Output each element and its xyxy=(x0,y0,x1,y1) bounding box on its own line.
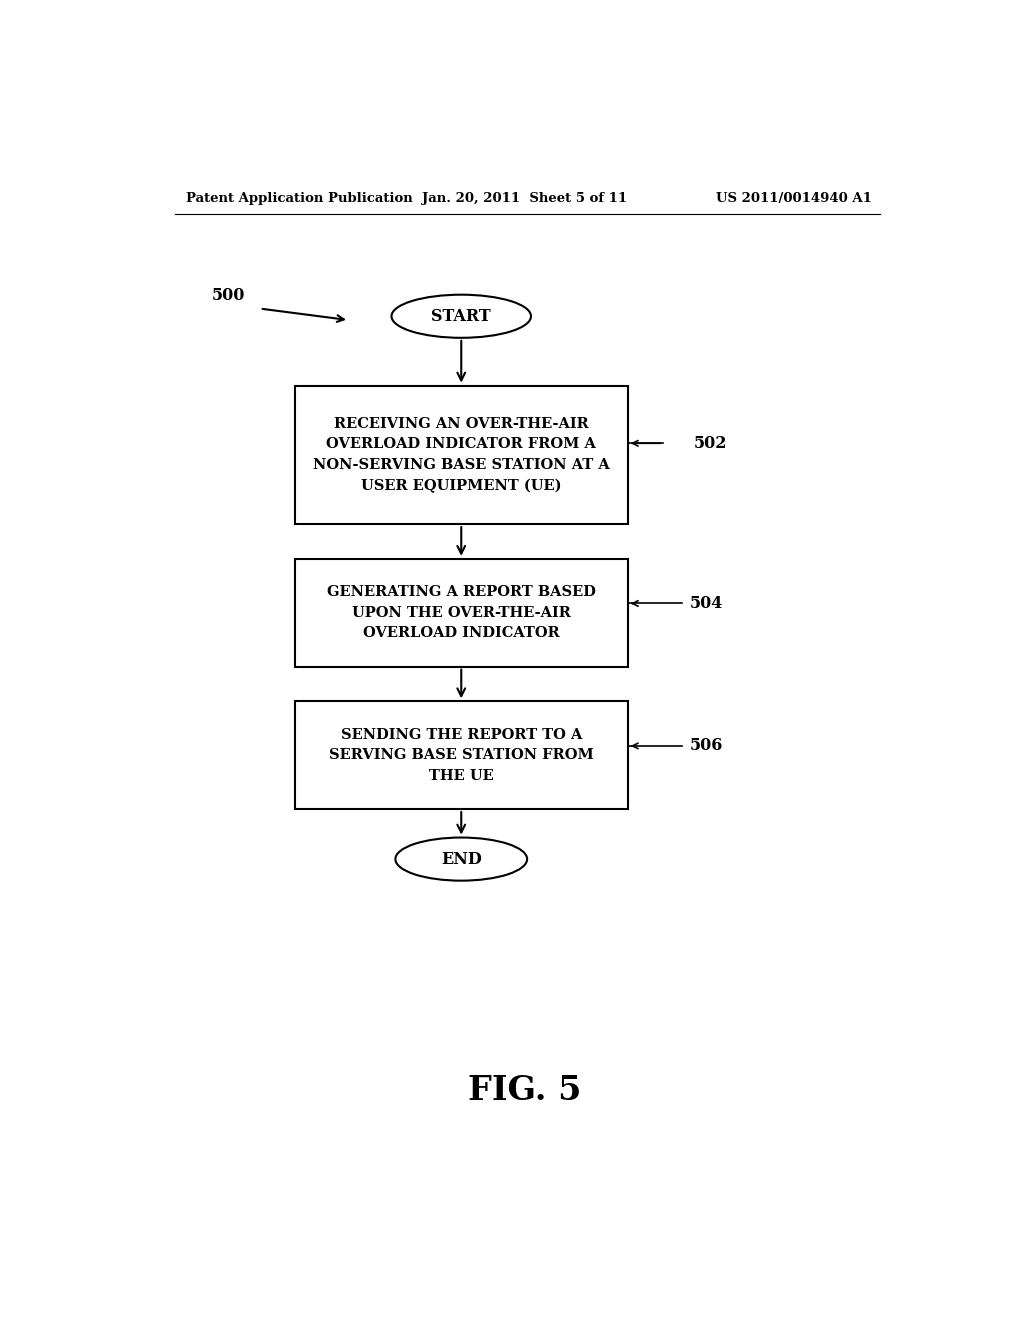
Text: 502: 502 xyxy=(693,434,727,451)
Ellipse shape xyxy=(391,294,531,338)
Text: FIG. 5: FIG. 5 xyxy=(468,1073,582,1106)
Text: 506: 506 xyxy=(690,738,723,755)
Text: 500: 500 xyxy=(212,286,246,304)
Text: Patent Application Publication: Patent Application Publication xyxy=(186,191,413,205)
Ellipse shape xyxy=(395,838,527,880)
Bar xyxy=(295,558,628,667)
Text: RECEIVING AN OVER-THE-AIR
OVERLOAD INDICATOR FROM A
NON-SERVING BASE STATION AT : RECEIVING AN OVER-THE-AIR OVERLOAD INDIC… xyxy=(313,417,609,492)
Text: GENERATING A REPORT BASED
UPON THE OVER-THE-AIR
OVERLOAD INDICATOR: GENERATING A REPORT BASED UPON THE OVER-… xyxy=(327,585,596,640)
Bar xyxy=(295,385,628,524)
Text: Jan. 20, 2011  Sheet 5 of 11: Jan. 20, 2011 Sheet 5 of 11 xyxy=(422,191,628,205)
Text: US 2011/0014940 A1: US 2011/0014940 A1 xyxy=(716,191,872,205)
Text: END: END xyxy=(441,850,481,867)
Text: SENDING THE REPORT TO A
SERVING BASE STATION FROM
THE UE: SENDING THE REPORT TO A SERVING BASE STA… xyxy=(329,727,594,783)
Text: START: START xyxy=(431,308,492,325)
Text: 504: 504 xyxy=(690,595,723,612)
Bar xyxy=(295,701,628,809)
